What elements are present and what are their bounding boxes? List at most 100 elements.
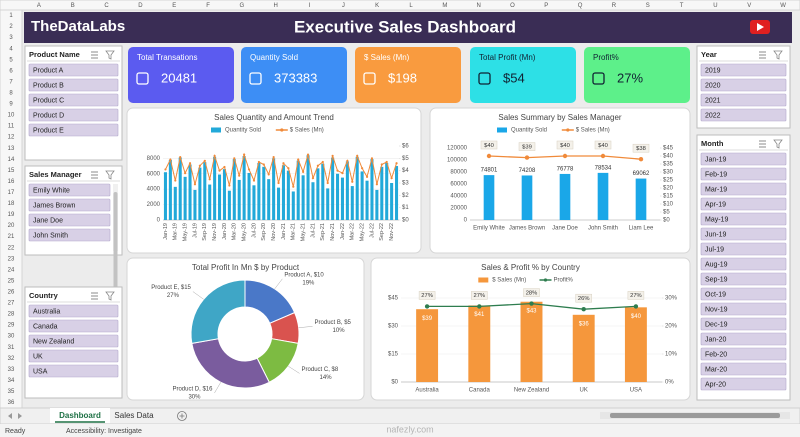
slicer-item-label[interactable]: UK xyxy=(33,353,43,360)
sheet-tab-label[interactable]: Sales Data xyxy=(114,411,154,420)
slicer-item[interactable] xyxy=(700,257,787,271)
accessibility-status[interactable]: Accessibility: Investigate xyxy=(66,428,142,435)
sheet-tab-label[interactable]: Dashboard xyxy=(59,411,101,420)
slicer-item-label[interactable]: Feb-20 xyxy=(705,351,727,358)
slicer-item[interactable] xyxy=(28,349,119,363)
slicer-item-label[interactable]: New Zealand xyxy=(33,338,74,345)
slicer-item[interactable] xyxy=(700,347,787,361)
clear-filter-icon[interactable] xyxy=(105,170,115,180)
slicer-item-label[interactable]: 2020 xyxy=(705,82,721,89)
multi-select-icon[interactable] xyxy=(91,292,98,300)
x-tick-label: Nov-19 xyxy=(212,223,218,241)
slicer-item-label[interactable]: Product A xyxy=(33,67,64,74)
slicer-item[interactable] xyxy=(700,287,787,301)
scrollbar-thumb[interactable] xyxy=(113,192,118,302)
slicer-item[interactable] xyxy=(700,362,787,376)
slicer-item-label[interactable]: Nov-19 xyxy=(705,306,728,313)
slicer-item-label[interactable]: Australia xyxy=(33,308,60,315)
slicer-item[interactable] xyxy=(700,152,787,166)
slicer-item[interactable] xyxy=(28,213,111,227)
slicer-item[interactable] xyxy=(28,183,111,197)
slicer-item[interactable] xyxy=(28,108,119,122)
line-data-label: $40 xyxy=(598,143,608,149)
slicer-item-label[interactable]: Mar-19 xyxy=(705,186,727,193)
slicer-item[interactable] xyxy=(700,93,787,107)
slicer-item[interactable] xyxy=(700,242,787,256)
slicer-item[interactable] xyxy=(28,319,119,333)
slicer-item[interactable] xyxy=(700,272,787,286)
line-data-label: $38 xyxy=(636,146,646,152)
slicer-item-label[interactable]: Aug-19 xyxy=(705,261,728,268)
slicer-item[interactable] xyxy=(28,304,119,318)
slicer-item[interactable] xyxy=(28,364,119,378)
slicer-item-label[interactable]: Emily White xyxy=(33,187,70,194)
slicer-item[interactable] xyxy=(700,332,787,346)
slicer-item[interactable] xyxy=(700,212,787,226)
slicer-item-label[interactable]: USA xyxy=(33,368,48,375)
slicer-item[interactable] xyxy=(28,63,119,77)
slicer-item-label[interactable]: Product E xyxy=(33,127,64,134)
multi-select-icon[interactable] xyxy=(759,140,766,148)
bar xyxy=(267,179,271,220)
slicer-item-label[interactable]: Apr-19 xyxy=(705,201,726,208)
slicer-item-label[interactable]: Jane Doe xyxy=(33,217,63,224)
slicer-item[interactable] xyxy=(28,93,119,107)
slicer-item[interactable] xyxy=(700,182,787,196)
slicer-item-label[interactable]: May-19 xyxy=(705,216,728,223)
slicer-item-label[interactable]: 2019 xyxy=(705,67,721,74)
slicer-item-label[interactable]: Product D xyxy=(33,112,64,119)
slicer-item[interactable] xyxy=(700,197,787,211)
slicer-item-label[interactable]: Feb-19 xyxy=(705,171,727,178)
slicer-item-label[interactable]: James Brown xyxy=(33,202,76,209)
slicer-item[interactable] xyxy=(700,317,787,331)
slicer-item[interactable] xyxy=(700,108,787,122)
y2-tick-label: $1 xyxy=(402,205,409,211)
slicer-item-label[interactable]: Oct-19 xyxy=(705,291,726,298)
clear-filter-icon[interactable] xyxy=(773,139,783,149)
slicer-item-label[interactable]: Sep-19 xyxy=(705,276,728,283)
slicer-item[interactable] xyxy=(700,302,787,316)
bar xyxy=(232,159,236,220)
line-marker xyxy=(326,181,329,185)
slicer-item[interactable] xyxy=(28,123,119,137)
slicer-item-label[interactable]: Jun-19 xyxy=(705,231,727,238)
slicer-item[interactable] xyxy=(28,228,111,242)
multi-select-icon[interactable] xyxy=(91,171,98,179)
tab-nav[interactable] xyxy=(8,413,22,419)
slicer-item-label[interactable]: Product B xyxy=(33,82,64,89)
sheet-tab-active[interactable] xyxy=(50,408,110,423)
slicer-item[interactable] xyxy=(700,78,787,92)
slicer-item-label[interactable]: Jan-20 xyxy=(705,336,727,343)
clear-filter-icon[interactable] xyxy=(773,50,783,60)
kpi-icon xyxy=(592,72,605,85)
slicer-item-label[interactable]: 2021 xyxy=(705,97,721,104)
multi-select-icon[interactable] xyxy=(91,51,98,59)
slicer-item[interactable] xyxy=(700,377,787,391)
slicer-item[interactable] xyxy=(700,167,787,181)
add-sheet-button[interactable] xyxy=(177,411,187,421)
clear-filter-icon[interactable] xyxy=(105,50,115,60)
title-bar xyxy=(24,12,792,43)
slicer-item[interactable] xyxy=(700,227,787,241)
slicer-item-label[interactable]: John Smith xyxy=(33,232,68,239)
slicer-item-label[interactable]: Canada xyxy=(33,323,58,330)
line-marker xyxy=(395,162,398,165)
slicer-item[interactable] xyxy=(28,198,111,212)
slicer-item[interactable] xyxy=(28,334,119,348)
multi-select-icon[interactable] xyxy=(759,51,766,59)
horizontal-scroll-thumb[interactable] xyxy=(610,413,780,418)
slicer-item-label[interactable]: Jul-19 xyxy=(705,246,724,253)
slicer-item-label[interactable]: Product C xyxy=(33,97,64,104)
column-header: P xyxy=(544,3,548,9)
slicer-item[interactable] xyxy=(28,78,119,92)
slicer-item-label[interactable]: 2022 xyxy=(705,112,721,119)
clear-filter-icon[interactable] xyxy=(105,291,115,301)
slicer-title: Year xyxy=(701,50,717,59)
slicer-item[interactable] xyxy=(700,63,787,77)
slicer-item-label[interactable]: Jan-19 xyxy=(705,156,727,163)
slicer-item-label[interactable]: Apr-20 xyxy=(705,381,726,388)
line-marker xyxy=(380,163,383,166)
bar xyxy=(173,186,177,220)
slicer-item-label[interactable]: Mar-20 xyxy=(705,366,727,373)
slicer-item-label[interactable]: Dec-19 xyxy=(705,321,728,328)
